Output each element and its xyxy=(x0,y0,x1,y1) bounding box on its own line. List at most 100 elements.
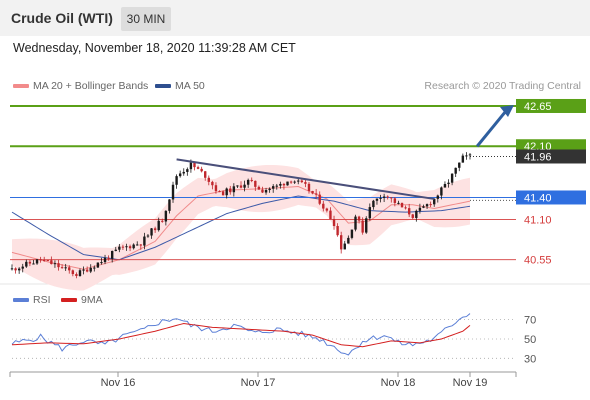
candle-body xyxy=(422,206,425,208)
candle-body xyxy=(322,203,325,209)
rsi-line xyxy=(11,313,471,356)
candle-body xyxy=(57,263,60,268)
candle-body xyxy=(132,244,135,249)
candle-body xyxy=(75,274,78,276)
candle-body xyxy=(53,263,57,265)
rsi-tick-30: 30 xyxy=(524,353,536,365)
x-tick-label-2: Nov 18 xyxy=(381,377,416,389)
ma50-swatch xyxy=(155,84,171,89)
candle-body xyxy=(157,220,160,231)
candle-body xyxy=(71,270,75,275)
candle-body xyxy=(332,219,336,226)
candle-body xyxy=(78,270,82,276)
candle-body xyxy=(250,179,253,181)
candle-body xyxy=(272,186,275,189)
ma9-swatch xyxy=(61,298,77,303)
candle-body xyxy=(433,198,436,205)
level-label-40.55: 40.55 xyxy=(524,255,552,267)
candle-body xyxy=(25,261,28,267)
candle-body xyxy=(415,210,418,218)
level-tag-41.40 xyxy=(516,190,586,205)
candle-body xyxy=(375,198,379,201)
candle-body xyxy=(350,229,354,238)
candle-body xyxy=(189,162,193,170)
candle-body xyxy=(300,180,304,183)
candle-body xyxy=(175,176,178,185)
candle-body xyxy=(21,266,24,269)
candle-body xyxy=(404,207,407,209)
candle-body xyxy=(139,244,143,246)
candle-body xyxy=(393,198,397,203)
candle-body xyxy=(60,267,64,269)
candle-body xyxy=(372,200,375,208)
candle-body xyxy=(461,155,465,163)
candle-body xyxy=(254,180,257,187)
candle-body xyxy=(68,267,71,271)
bollinger-band xyxy=(12,164,470,291)
candle-body xyxy=(114,249,117,251)
ma50-line xyxy=(11,195,471,261)
candle-body xyxy=(229,188,232,193)
ma20-line xyxy=(11,185,471,270)
legend-ma20: MA 20 + Bollinger Bands xyxy=(13,80,148,92)
candle-body xyxy=(146,235,150,237)
candle-body xyxy=(43,260,46,262)
candle-body xyxy=(411,214,414,218)
candle-body xyxy=(35,259,39,264)
candle-body xyxy=(236,185,239,187)
candle-body xyxy=(103,257,107,263)
x-tick-label-1: Nov 17 xyxy=(241,377,276,389)
candle-body xyxy=(153,228,157,231)
candle-body xyxy=(400,202,404,208)
legend-rsi: RSI xyxy=(13,294,51,306)
candle-body xyxy=(318,194,321,204)
candle-body xyxy=(454,167,457,174)
level-label-41.40: 41.40 xyxy=(524,192,552,204)
legend-rsi-label: RSI xyxy=(33,294,51,306)
legend-9ma-label: 9MA xyxy=(81,294,103,306)
candle-body xyxy=(89,267,92,272)
candle-body xyxy=(204,171,207,178)
candle-body xyxy=(339,235,343,250)
candle-body xyxy=(361,220,364,233)
candle-body xyxy=(307,183,311,191)
candle-body xyxy=(110,250,114,259)
instrument-title: Crude Oil (WTI) xyxy=(11,10,113,26)
candle-body xyxy=(357,216,361,221)
candle-body xyxy=(239,185,243,188)
candle-body xyxy=(264,190,268,193)
level-tag-41.96 xyxy=(516,149,586,164)
candle-body xyxy=(450,173,454,183)
candle-body xyxy=(268,188,271,191)
candle-body xyxy=(468,154,472,156)
candle-body xyxy=(257,186,261,190)
candle-body xyxy=(193,162,196,168)
candle-body xyxy=(261,189,264,193)
candle-body xyxy=(93,267,96,269)
candle-body xyxy=(289,181,293,183)
ma20-swatch xyxy=(13,84,29,89)
forecast-arrow-shaft xyxy=(475,110,508,148)
candle-body xyxy=(39,259,42,261)
candle-body xyxy=(429,204,432,206)
candle-body xyxy=(293,181,296,183)
candle-body xyxy=(379,197,382,199)
candle-body xyxy=(336,225,339,236)
candle-body xyxy=(365,218,368,233)
candle-body xyxy=(279,183,282,186)
candle-body xyxy=(46,260,49,262)
x-tick-label-3: Nov 19 xyxy=(453,377,488,389)
candle-body xyxy=(50,260,53,265)
candle-body xyxy=(168,199,171,211)
rsi-swatch xyxy=(13,298,29,303)
candle-body xyxy=(311,190,314,194)
candle-body xyxy=(246,179,250,185)
candle-body xyxy=(136,244,139,246)
candle-body xyxy=(17,268,21,271)
candle-body xyxy=(143,236,146,246)
candle-body xyxy=(64,267,67,269)
level-label-41.96: 41.96 xyxy=(524,151,552,163)
timeframe-button[interactable]: 30 MIN xyxy=(121,7,171,31)
rsi-tick-50: 50 xyxy=(524,334,536,346)
